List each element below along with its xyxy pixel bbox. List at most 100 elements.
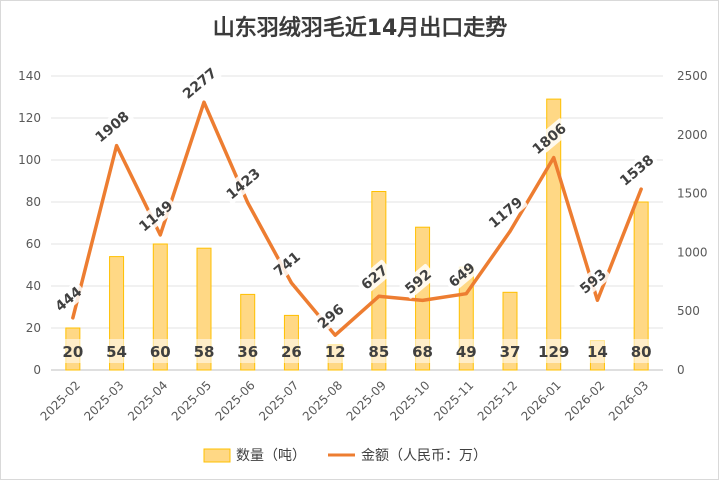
bar-value-label: 36 [237,343,258,361]
line-point [202,100,206,104]
line-label-bg [177,62,222,104]
x-tick-label: 2026-02 [562,378,607,423]
x-tick-label: 2025-05 [169,378,214,423]
x-tick-label: 2025-06 [212,378,257,423]
bar-label-bg [318,339,353,363]
line-point [115,144,119,148]
bar-value-label: 12 [325,343,346,361]
left-axis-ticks: 0 20 40 60 80 100 120 140 [18,69,41,377]
legend-bar-swatch [203,448,231,463]
x-tick-label: 2025-04 [125,378,170,423]
chart-title: 山东羽绒羽毛近14月出口走势 [213,15,508,41]
right-axis-ticks: 0 500 1000 1500 2000 2500 [677,69,708,377]
bar-value-label: 20 [62,343,83,361]
line-label-group: 2277 [177,62,222,104]
line-label-bg [221,163,265,204]
line-label-bg [312,298,349,334]
x-tick-label: 2025-02 [38,378,83,423]
bar-value-label: 68 [412,343,433,361]
line-label-group: 1908 [90,106,134,147]
x-tick-label: 2025-03 [81,378,126,423]
left-tick-label: 40 [26,279,41,293]
x-tick-label: 2025-11 [431,378,476,423]
bar [633,201,649,371]
bar-label-bg [580,339,615,363]
right-tick-label: 0 [677,363,685,377]
line-label-bg [90,106,134,147]
bar-value-label: 129 [538,343,569,361]
right-tick-label: 2500 [677,69,708,83]
line-point [289,281,293,285]
line-point [246,201,250,205]
bar-label-bg [493,339,527,363]
bar-label-bg [187,339,221,363]
line-label-bg [527,118,571,159]
bar-value-label: 85 [368,343,389,361]
left-tick-label: 0 [33,363,41,377]
line-point [595,298,599,302]
line-label-bg [483,192,528,233]
bar-value-label: 26 [281,343,302,361]
bar-label-bg [230,339,265,363]
bar-value-label: 80 [631,343,652,361]
bar-value-label: 54 [106,343,127,361]
bar-label-bg [143,339,178,363]
line-label-bg [268,246,306,282]
line-label-bg [614,149,659,191]
line-label-group: 1538 [614,149,659,191]
x-axis-ticks: 2025-022025-032025-042025-052025-062025-… [38,378,652,423]
bar-label-bg [405,339,440,363]
line-label-bg [574,263,612,299]
line-label-bg [443,257,481,292]
line-point [71,316,75,320]
legend: 数量（吨） 金额（人民币：万） [203,448,487,464]
x-tick-label: 2026-03 [606,378,651,423]
line-label-bg [355,259,393,295]
line-point [464,292,468,296]
bar-label-bg [624,339,659,363]
line-point [377,294,381,298]
bar-label-bg [536,339,571,363]
line-point [639,187,643,191]
line-point [552,156,556,160]
bar-value-label: 37 [500,343,521,361]
bar-label-bg [274,339,309,363]
legend-line-label: 金额（人民币：万） [361,448,487,464]
right-tick-label: 500 [677,304,700,318]
line-point [508,229,512,233]
right-tick-label: 2000 [677,128,708,142]
line-point [158,233,162,237]
bar-label-bg [449,339,484,363]
x-tick-label: 2025-07 [256,378,301,423]
x-tick-label: 2026-01 [518,378,563,423]
legend-bar-label: 数量（吨） [236,448,306,464]
line-label-bg [49,281,87,317]
line-point [333,333,337,337]
left-tick-label: 120 [18,111,41,125]
bar-label-bg [55,339,90,363]
bar-value-label: 60 [150,343,171,361]
left-tick-label: 60 [26,237,41,251]
bar-value-label: 49 [456,343,477,361]
line-label-bg [133,195,178,237]
left-tick-label: 80 [26,195,41,209]
left-tick-label: 140 [18,69,41,83]
line-point [421,298,425,302]
left-tick-label: 100 [18,153,41,167]
left-tick-label: 20 [26,321,41,335]
x-tick-label: 2025-09 [344,378,389,423]
bar-value-label: 58 [194,343,215,361]
x-tick-label: 2025-12 [475,378,520,423]
right-tick-label: 1500 [677,187,708,201]
line-label-group: 593 [574,263,612,299]
bar [152,243,168,371]
bar-value-label: 14 [587,343,608,361]
x-tick-label: 2025-10 [387,378,432,423]
bar-label-bg [361,339,396,363]
line-label-group: 1423 [221,163,265,204]
bar-label-bg [99,339,134,363]
line-label-bg [399,263,437,299]
right-tick-label: 1000 [677,245,708,259]
